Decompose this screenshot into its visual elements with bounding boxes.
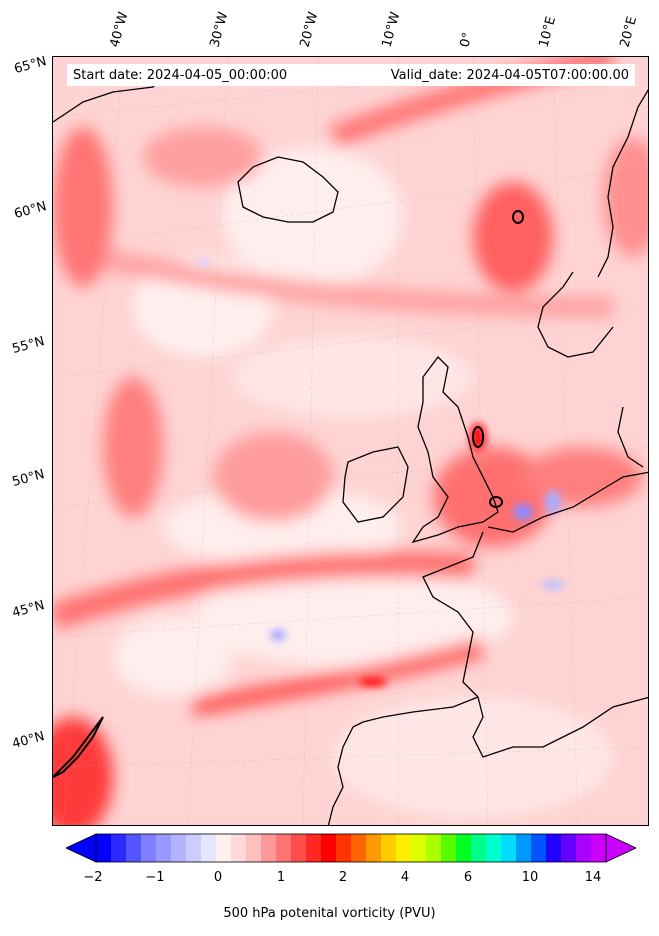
colorbar-swatch <box>276 834 292 862</box>
colorbar-tick-label: 2 <box>338 870 348 885</box>
colorbar-swatch <box>291 834 307 862</box>
colorbar-swatch <box>396 834 412 862</box>
pv-map <box>52 56 649 826</box>
colorbar-swatch <box>246 834 262 862</box>
colorbar-swatch <box>261 834 277 862</box>
colorbar <box>66 833 636 863</box>
colorbar-swatch <box>456 834 472 862</box>
colorbar-swatch <box>186 834 202 862</box>
colorbar-tick-label: 1 <box>276 870 286 885</box>
colorbar-swatch <box>201 834 217 862</box>
colorbar-tick-label: −1 <box>145 870 165 885</box>
latitude-label: 55°N <box>10 334 47 357</box>
colorbar-swatch <box>96 834 112 862</box>
colorbar-swatch <box>156 834 172 862</box>
colorbar-title: 500 hPa potenital vorticity (PVU) <box>223 906 436 921</box>
longitude-label: 20°E <box>617 14 641 50</box>
latitude-label: 45°N <box>10 598 47 621</box>
colorbar-swatch <box>471 834 487 862</box>
latitude-label: 60°N <box>12 199 49 222</box>
colorbar-swatch <box>576 834 592 862</box>
colorbar-swatch <box>441 834 457 862</box>
colorbar-swatch <box>216 834 232 862</box>
colorbar-tick-label: 14 <box>584 870 602 885</box>
colorbar-swatch <box>591 834 607 862</box>
colorbar-border <box>95 833 607 863</box>
valid-date-text: Valid_date: 2024-04-05T07:00:00.00 <box>390 67 629 83</box>
longitude-label: 20°W <box>297 10 322 49</box>
colorbar-swatch <box>366 834 382 862</box>
latitude-label: 50°N <box>10 467 47 490</box>
longitude-label: 30°W <box>207 10 232 49</box>
colorbar-under-arrow <box>66 833 97 863</box>
pv-field <box>53 57 648 825</box>
longitude-label: 10°W <box>379 10 404 49</box>
start-date-text: Start date: 2024-04-05_00:00:00 <box>73 67 288 83</box>
colorbar-swatch <box>171 834 187 862</box>
latitude-label: 65°N <box>12 54 49 77</box>
colorbar-swatch <box>516 834 532 862</box>
colorbar-tick-label: 10 <box>521 870 539 885</box>
colorbar-swatch <box>351 834 367 862</box>
latitude-label: 40°N <box>10 729 47 752</box>
colorbar-swatch <box>531 834 547 862</box>
colorbar-swatch <box>141 834 157 862</box>
colorbar-swatch <box>111 834 127 862</box>
colorbar-swatch <box>546 834 562 862</box>
colorbar-over-arrow <box>605 833 636 863</box>
colorbar-swatch <box>336 834 352 862</box>
longitude-label: 40°W <box>107 10 132 49</box>
colorbar-swatch <box>381 834 397 862</box>
colorbar-swatch <box>321 834 337 862</box>
longitude-label: 10°E <box>536 14 560 50</box>
longitude-label: 0° <box>457 30 476 49</box>
colorbar-swatch <box>486 834 502 862</box>
colorbar-swatch <box>411 834 427 862</box>
colorbar-swatch <box>561 834 577 862</box>
colorbar-tick-label: 4 <box>400 870 410 885</box>
date-info-bar: Start date: 2024-04-05_00:00:00 Valid_da… <box>67 64 635 86</box>
colorbar-swatch <box>306 834 322 862</box>
colorbar-tick-label: 6 <box>463 870 473 885</box>
colorbar-tick-label: −2 <box>83 870 103 885</box>
colorbar-swatch <box>126 834 142 862</box>
colorbar-swatch <box>426 834 442 862</box>
colorbar-swatch <box>501 834 517 862</box>
colorbar-swatch <box>231 834 247 862</box>
colorbar-tick-label: 0 <box>213 870 223 885</box>
